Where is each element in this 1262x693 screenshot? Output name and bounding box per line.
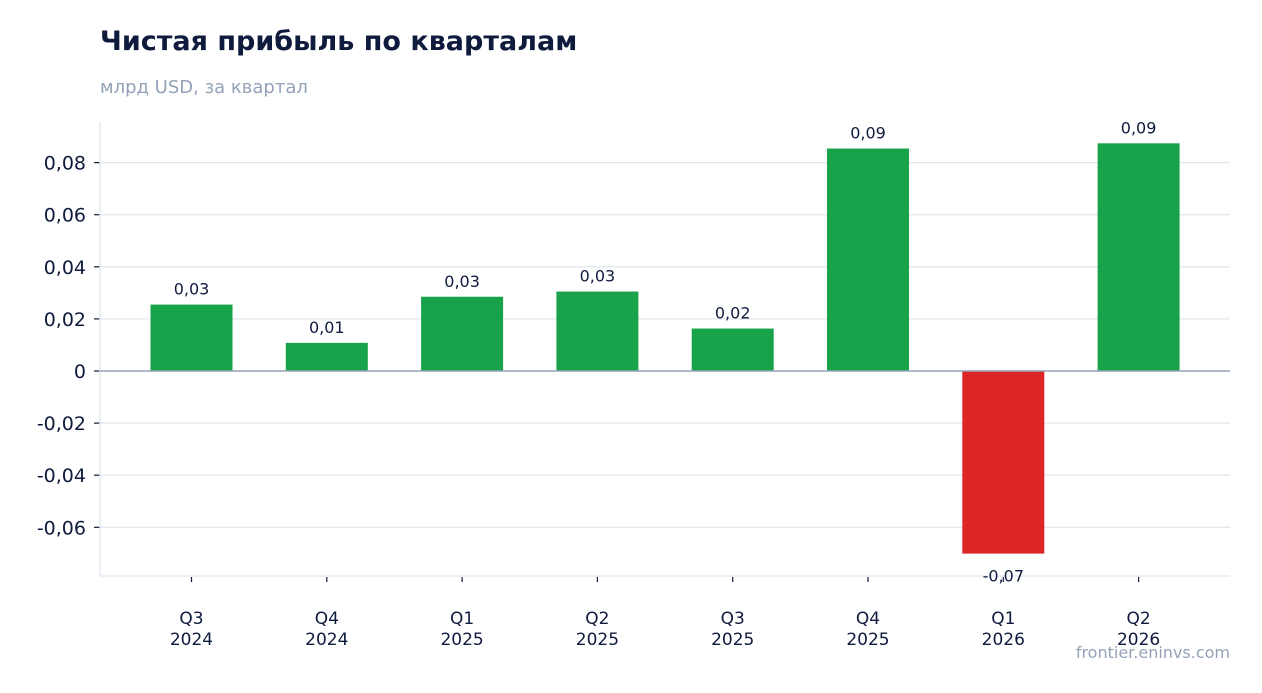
y-tick-label: 0,06 [44,205,86,227]
y-tick-label: 0,04 [44,257,86,279]
bar-value-label: 0,09 [1121,118,1157,137]
bar [962,371,1045,554]
x-tick-label: Q2 2025 [576,609,619,650]
chart-title: Чистая прибыль по кварталам [100,26,578,57]
bar-value-label: 0,03 [174,280,210,299]
y-tick-label: -0,06 [37,517,86,539]
bar [691,328,774,371]
bar [556,291,639,371]
x-tick-label: Q3 2025 [711,609,754,650]
bar-value-label: 0,03 [444,272,480,291]
bar-value-label: 0,03 [580,267,616,286]
bar [421,296,504,371]
bar [285,342,368,371]
y-tick-label: 0,02 [44,309,86,331]
bar [150,304,233,371]
x-tick-label: Q1 2026 [982,609,1025,650]
x-tick-label: Q4 2024 [305,609,348,650]
watermark: frontier.eninvs.com [1075,643,1230,662]
y-tick-label: -0,04 [37,465,86,487]
chart-subtitle: млрд USD, за квартал [100,77,308,98]
y-tick-label: -0,02 [37,413,86,435]
x-tick-label: Q3 2024 [170,609,213,650]
bar-value-label: 0,02 [715,304,751,323]
bar [827,148,909,371]
y-tick-label: 0 [74,361,86,383]
bar [1097,143,1180,371]
bar-value-label: 0,09 [850,124,886,143]
x-tick-label: Q4 2025 [846,609,889,650]
bar-value-label: -0,07 [983,567,1024,586]
y-tick-label: 0,08 [44,153,86,175]
x-tick-label: Q2 2026 [1117,609,1160,650]
x-tick-label: Q1 2025 [440,609,483,650]
bar-value-label: 0,01 [309,318,345,337]
